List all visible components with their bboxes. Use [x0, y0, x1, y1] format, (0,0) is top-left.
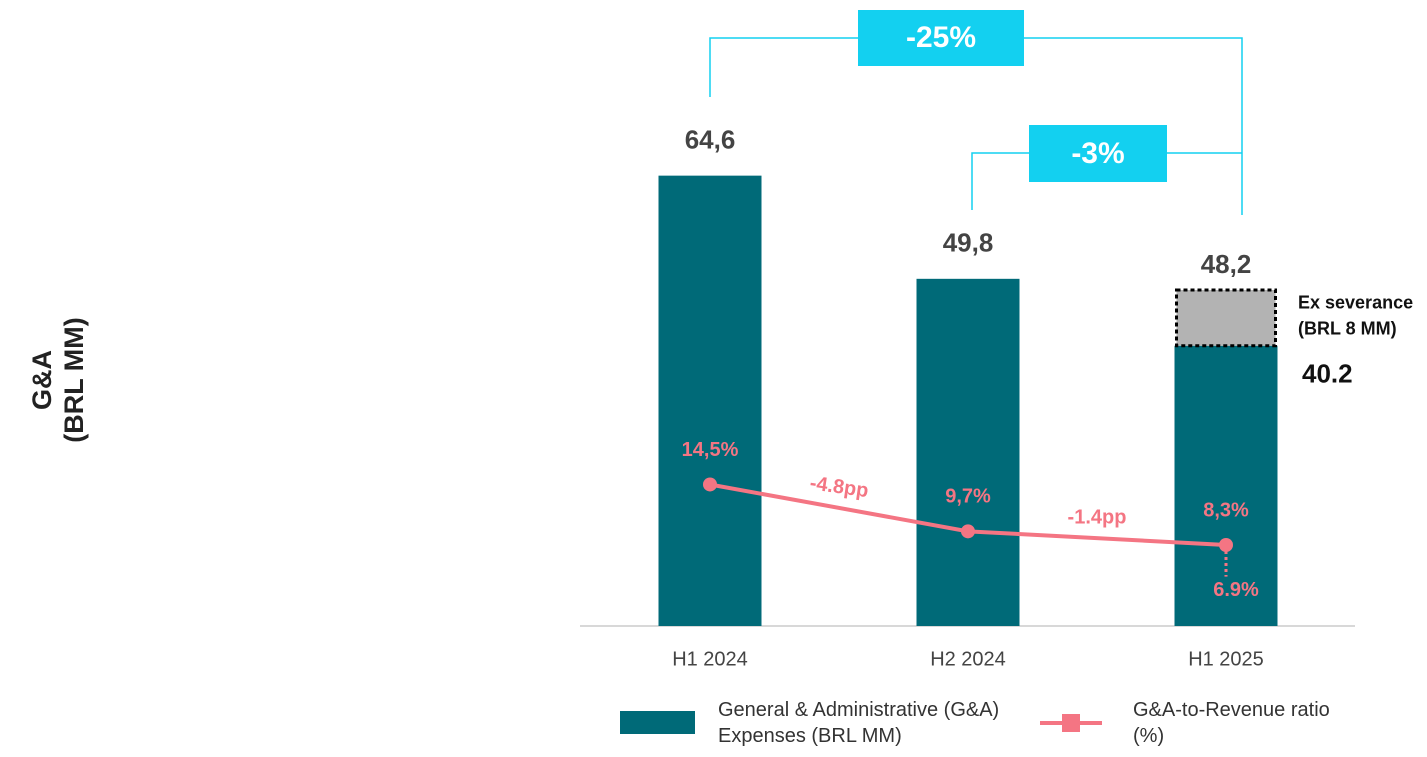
ratio-label: 8,3% [1203, 499, 1249, 521]
ratio-point [703, 477, 717, 492]
ratio-point [961, 524, 975, 539]
bar [916, 278, 1020, 626]
legend-label: General & Administrative (G&A) Expenses … [718, 699, 1000, 747]
bar [658, 175, 762, 626]
bar [1174, 345, 1278, 626]
x-tick-label: H1 2024 [672, 648, 748, 670]
ratio-change: -1.4pp [1068, 506, 1127, 528]
comparison-box [858, 10, 1024, 66]
x-tick-label: H1 2025 [1188, 648, 1264, 670]
segment-label: Ex severance [1298, 293, 1413, 313]
ratio-change: -4.8pp [808, 472, 869, 502]
value-label: 49,8 [943, 228, 994, 258]
legend-swatch-bar [620, 711, 695, 734]
comparison-label: -25% [906, 21, 976, 54]
ratio-label: 14,5% [682, 439, 739, 461]
comparison-box [1029, 125, 1167, 182]
legend-swatch-marker [1062, 714, 1080, 732]
bar-segment [1175, 288, 1277, 348]
segment-label: (BRL 8 MM) [1298, 319, 1397, 339]
value-label: 64,6 [685, 125, 736, 155]
ex-severance-ratio-label: 6.9% [1213, 579, 1259, 601]
ratio-label: 9,7% [945, 486, 991, 508]
x-tick-label: H2 2024 [930, 648, 1006, 670]
y-label-line: (BRL MM) [59, 317, 89, 442]
y-label-line: G&A [27, 350, 57, 410]
comparison-label: -3% [1071, 137, 1124, 170]
legend-label: G&A-to-Revenue ratio (%) [1133, 699, 1330, 747]
value-label: 40.2 [1302, 359, 1353, 389]
y-axis-label: G&A(BRL MM) [27, 317, 89, 442]
total-label: 48,2 [1201, 249, 1252, 279]
